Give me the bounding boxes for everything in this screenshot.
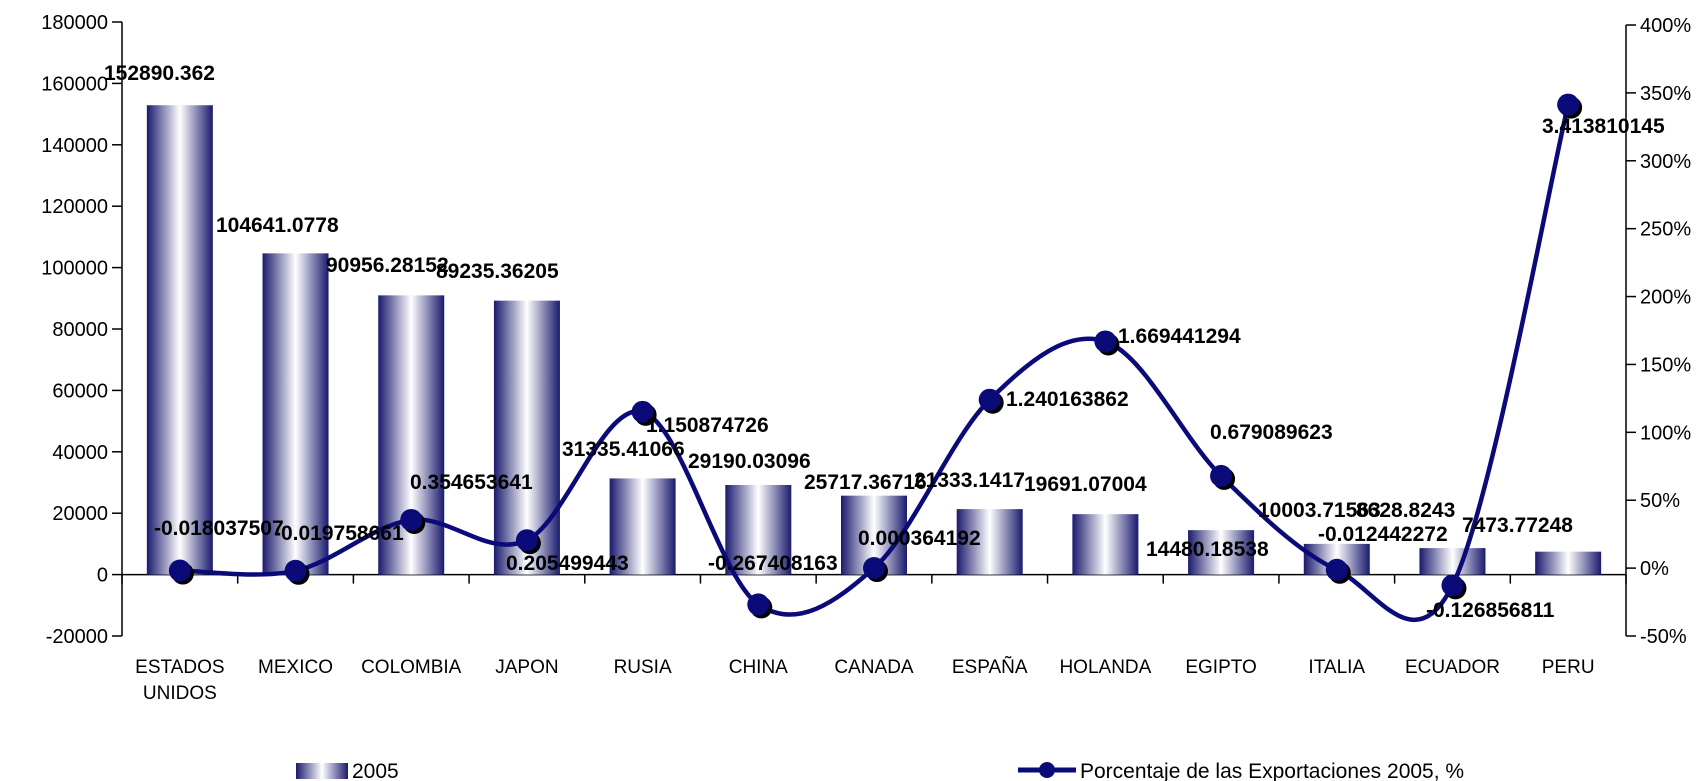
bar bbox=[1072, 514, 1138, 574]
left-tick-label: 160000 bbox=[41, 73, 108, 95]
left-tick-label: -20000 bbox=[46, 626, 108, 648]
left-tick-label: 80000 bbox=[52, 319, 108, 341]
bar-data-label: 29190.03096 bbox=[688, 450, 811, 473]
bar-data-label: 90956.28152 bbox=[326, 254, 449, 277]
x-axis: ESTADOS UNIDOS MEXICO COLOMBIA JAPON RUSIA CHI… bbox=[122, 575, 1626, 704]
line-point bbox=[863, 557, 885, 579]
line-point bbox=[516, 529, 538, 551]
x-tick-label: ITALIA bbox=[1308, 657, 1365, 678]
bar-data-label: 14480.18538 bbox=[1146, 538, 1269, 561]
right-tick-label: 200% bbox=[1640, 287, 1691, 309]
left-tick-label: 20000 bbox=[52, 503, 108, 525]
bar-data-label: 21333.1417 bbox=[914, 469, 1025, 492]
line-data-label: 0.354653641 bbox=[410, 471, 533, 494]
bar bbox=[147, 105, 213, 574]
line-point bbox=[1094, 330, 1116, 352]
x-tick-label: JAPON bbox=[495, 657, 558, 678]
line-data-label: 1.240163862 bbox=[1006, 388, 1129, 411]
line-data-label: 1.150874726 bbox=[646, 414, 769, 437]
line-point bbox=[1557, 94, 1579, 116]
bar-data-label: 7473.77248 bbox=[1462, 514, 1573, 537]
x-tick-label: EGIPTO bbox=[1185, 657, 1256, 678]
right-tick-label: 100% bbox=[1640, 422, 1691, 444]
left-tick-label: 60000 bbox=[52, 380, 108, 402]
line-point bbox=[169, 560, 191, 582]
bar bbox=[1535, 552, 1601, 575]
left-y-axis: 180000 160000 140000 120000 100000 80000 60000… bbox=[41, 12, 122, 648]
line-point bbox=[1210, 465, 1232, 487]
legend-swatch-marker bbox=[1039, 762, 1055, 778]
line-point bbox=[285, 560, 307, 582]
bar-data-label: 8628.8243 bbox=[1356, 499, 1455, 522]
left-tick-label: 180000 bbox=[41, 12, 108, 34]
right-tick-label: 0% bbox=[1640, 558, 1669, 580]
bar-data-label: 104641.0778 bbox=[216, 214, 339, 237]
x-tick-label: PERU bbox=[1542, 657, 1595, 678]
right-tick-label: 150% bbox=[1640, 354, 1691, 376]
right-tick-label: 400% bbox=[1640, 15, 1691, 37]
line-point bbox=[747, 593, 769, 615]
legend-swatch-2005 bbox=[296, 763, 348, 779]
bar-data-label: 19691.07004 bbox=[1024, 473, 1147, 496]
x-tick-label: ESPAÑA bbox=[952, 656, 1028, 678]
line-data-label: -0.267408163 bbox=[708, 552, 838, 575]
left-tick-label: 140000 bbox=[41, 135, 108, 157]
bar-data-label: 31335.41066 bbox=[562, 438, 685, 461]
line-point bbox=[1326, 559, 1348, 581]
line-data-label: 0.679089623 bbox=[1210, 421, 1333, 444]
bar-data-label: 152890.362 bbox=[104, 62, 215, 85]
left-tick-label: 120000 bbox=[41, 196, 108, 218]
x-tick-label: RUSIA bbox=[614, 657, 672, 678]
x-tick-label: ESTADOS UNIDOS bbox=[135, 657, 224, 704]
legend-label-2005: 2005 bbox=[352, 760, 399, 781]
line-data-label: 3.413810145 bbox=[1542, 115, 1665, 138]
x-tick-label: MEXICO bbox=[258, 657, 333, 678]
legend: 2005 Porcentaje de las Exportaciones 200… bbox=[296, 760, 1464, 781]
x-tick-label: COLOMBIA bbox=[361, 657, 462, 678]
line-data-label: -0.126856811 bbox=[1426, 599, 1555, 622]
right-tick-label: -50% bbox=[1640, 626, 1687, 648]
x-tick-label: CHINA bbox=[729, 657, 788, 678]
line-point bbox=[1441, 574, 1463, 596]
line-data-label: -0.012442272 bbox=[1318, 523, 1448, 546]
line-data-label: -0.019758661 bbox=[274, 522, 404, 545]
legend-label-percent: Porcentaje de las Exportaciones 2005, % bbox=[1080, 760, 1464, 781]
line-data-label: -0.018037507 bbox=[154, 517, 284, 540]
line-data-label: 0.000364192 bbox=[858, 527, 981, 550]
right-tick-label: 50% bbox=[1640, 490, 1680, 512]
bar bbox=[1419, 548, 1485, 574]
line-data-label: 1.669441294 bbox=[1118, 325, 1241, 348]
x-tick-label: ECUADOR bbox=[1405, 657, 1500, 678]
right-tick-label: 350% bbox=[1640, 83, 1691, 105]
bar-data-label: 25717.36716 bbox=[804, 471, 927, 494]
left-tick-label: 40000 bbox=[52, 442, 108, 464]
line-point bbox=[979, 389, 1001, 411]
left-tick-label: 0 bbox=[97, 565, 108, 587]
x-tick-label: CANADA bbox=[834, 657, 914, 678]
bar-data-label: 89235.36205 bbox=[436, 260, 559, 283]
left-tick-label: 100000 bbox=[41, 258, 108, 280]
line-data-label: 0.205499443 bbox=[506, 552, 629, 575]
right-y-axis: 400% 350% 300% 250% 200% 150% 100% 50% 0% -50% bbox=[1626, 15, 1691, 648]
right-tick-label: 250% bbox=[1640, 219, 1691, 241]
x-tick-label: HOLANDA bbox=[1059, 657, 1151, 678]
right-tick-label: 300% bbox=[1640, 151, 1691, 173]
